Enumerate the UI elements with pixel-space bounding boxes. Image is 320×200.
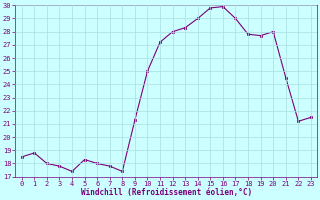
X-axis label: Windchill (Refroidissement éolien,°C): Windchill (Refroidissement éolien,°C) — [81, 188, 252, 197]
